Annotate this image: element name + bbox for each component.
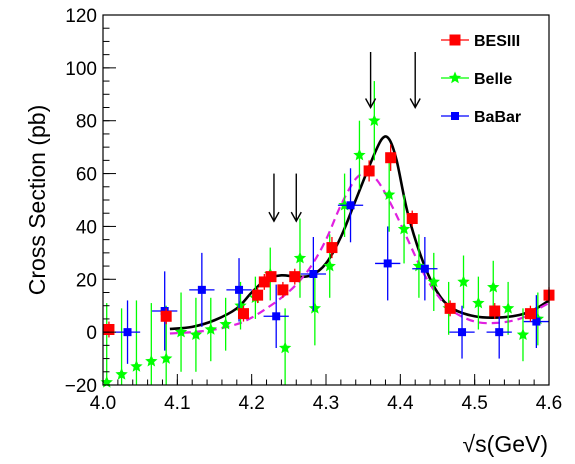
x-tick-label: 4.5 xyxy=(461,393,487,414)
x-tick-label: 4.3 xyxy=(313,393,339,414)
data-point xyxy=(265,271,276,282)
y-tick-label: 40 xyxy=(76,217,97,238)
x-tick-label: 4.2 xyxy=(238,393,264,414)
data-point xyxy=(309,270,317,278)
series-belle xyxy=(101,81,544,388)
data-point xyxy=(235,286,243,294)
x-tick-label: 4.6 xyxy=(536,393,562,414)
data-point xyxy=(252,290,263,301)
data-point xyxy=(407,213,418,224)
y-tick-label: 120 xyxy=(65,6,97,27)
y-tick-label: 0 xyxy=(86,323,97,344)
data-point xyxy=(489,306,500,317)
legend-marker xyxy=(449,72,461,84)
y-tick-label: 80 xyxy=(76,112,97,133)
data-point xyxy=(238,308,249,319)
legend-entry-belle: Belle xyxy=(441,71,512,88)
y-axis-title: Cross Section (pb) xyxy=(24,105,50,295)
y-tick-label: 100 xyxy=(65,59,97,80)
data-point xyxy=(161,311,172,322)
data-point xyxy=(124,328,132,336)
data-point xyxy=(364,165,375,176)
legend-label: Belle xyxy=(474,71,512,88)
data-point xyxy=(421,265,429,273)
legend-marker xyxy=(450,35,461,46)
data-point xyxy=(326,242,337,253)
legend: BESIII Belle BaBar xyxy=(441,33,521,126)
data-point xyxy=(384,259,392,267)
legend-entry-besiii: BESIII xyxy=(441,33,520,50)
data-point xyxy=(272,312,280,320)
legend-label: BESIII xyxy=(474,33,520,50)
data-point xyxy=(458,328,466,336)
series-besiii xyxy=(103,145,554,338)
x-tick-label: 4.1 xyxy=(164,393,190,414)
data-point xyxy=(289,271,300,282)
y-tick-label: −20 xyxy=(65,376,97,397)
legend-entry-babar: BaBar xyxy=(441,109,521,126)
data-point xyxy=(385,152,396,163)
data-point xyxy=(347,201,355,209)
data-point xyxy=(101,376,113,388)
data-point xyxy=(198,286,206,294)
legend-marker xyxy=(451,112,459,120)
data-point xyxy=(495,328,503,336)
y-tick-label: 20 xyxy=(76,270,97,291)
data-point xyxy=(525,308,536,319)
data-point xyxy=(277,284,288,295)
x-axis-title: √s(GeV) xyxy=(463,431,548,457)
x-tick-label: 4.4 xyxy=(387,393,414,414)
y-tick-label: 60 xyxy=(76,165,97,186)
data-point xyxy=(445,303,456,314)
legend-label: BaBar xyxy=(474,109,521,126)
data-point xyxy=(103,324,114,335)
